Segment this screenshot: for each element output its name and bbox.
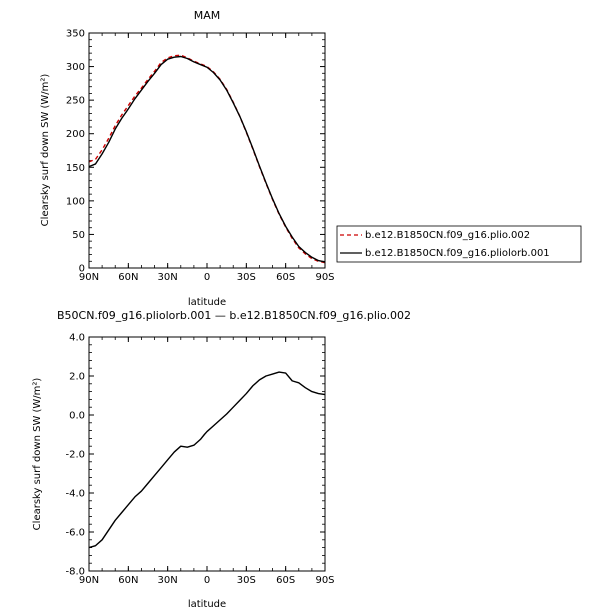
chart-top-xlabel: latitude — [188, 297, 226, 308]
chart-bottom-ytick-label: -4.0 — [65, 489, 85, 500]
chart-bottom-ytick-label: 0.0 — [69, 411, 85, 422]
chart-bottom-xlabel: latitude — [188, 599, 226, 610]
chart-top-ytick-label: 0 — [79, 264, 85, 275]
chart-top-xtick-label: 0 — [204, 272, 210, 283]
chart-bottom-xtick-label: 30N — [158, 575, 178, 586]
chart-bottom-xtick-label: 0 — [204, 575, 210, 586]
chart-bottom-xtick-label: 60S — [276, 575, 295, 586]
chart-bottom-title: B50CN.f09_g16.pliolorb.001 — b.e12.B1850… — [57, 309, 411, 322]
chart-bottom-xtick-label: 90S — [315, 575, 334, 586]
chart-top-frame — [88, 32, 326, 269]
chart-top-xtick-label: 30N — [158, 272, 178, 283]
chart-top-xtick-label: 60S — [276, 272, 295, 283]
chart-top-title: MAM — [194, 9, 221, 22]
chart-bottom: B50CN.f09_g16.pliolorb.001 — b.e12.B1850… — [32, 309, 411, 610]
chart-top-xtick-label: 60N — [118, 272, 138, 283]
chart-bottom-series-line-0 — [88, 371, 326, 549]
chart-top-plot-area: 90N 60N 30N 0 30S 60S 90S 0 50 100 150 200 250 300 350 — [66, 29, 335, 284]
chart-bottom-ytick-label: -6.0 — [65, 528, 85, 539]
chart-top-series-line-1 — [88, 55, 326, 263]
chart-bottom-frame — [88, 336, 326, 572]
chart-bottom-ylabel: Clearsky surf down SW (W/m²) — [32, 378, 43, 531]
chart-top-ytick-label: 100 — [66, 196, 85, 207]
chart-top-ytick-label: 50 — [72, 230, 85, 241]
chart-top-series-line-0 — [88, 54, 326, 264]
chart-bottom-ytick-label: -8.0 — [65, 567, 85, 578]
chart-top-ytick-label: 250 — [66, 96, 85, 107]
chart-top-legend: b.e12.B1850CN.f09_g16.plio.002 b.e12.B18… — [336, 225, 582, 263]
chart-top-xtick-label: 90N — [79, 272, 99, 283]
chart-top-ytick-label: 350 — [66, 29, 85, 40]
chart-top-xtick-label: 30S — [237, 272, 256, 283]
chart-top-ytick-label: 150 — [66, 163, 85, 174]
chart-top-ytick-label: 200 — [66, 129, 85, 140]
chart-top-ylabel: Clearsky surf down SW (W/m²) — [40, 74, 51, 227]
chart-bottom-ytick-label: 2.0 — [69, 372, 85, 383]
chart-bottom-ytick-label: 4.0 — [69, 333, 85, 344]
chart-bottom-ytick-label: -2.0 — [65, 450, 85, 461]
chart-bottom-xtick-label: 90N — [79, 575, 99, 586]
chart-top: MAM Clearsky surf down SW (W/m²) latitud… — [40, 9, 582, 308]
chart-bottom-xtick-label: 60N — [118, 575, 138, 586]
chart-top-xtick-label: 90S — [315, 272, 334, 283]
chart-bottom-xtick-label: 30S — [237, 575, 256, 586]
chart-bottom-plot-area: 90N 60N 30N 0 30S 60S 90S -8.0 -6.0 -4.0 -2.0 0.0 2.… — [65, 333, 334, 587]
legend-box — [336, 225, 582, 263]
legend-label-plio: b.e12.B1850CN.f09_g16.plio.002 — [365, 230, 530, 241]
legend-label-pliolorb: b.e12.B1850CN.f09_g16.pliolorb.001 — [365, 248, 550, 259]
chart-top-ytick-label: 300 — [66, 62, 85, 73]
